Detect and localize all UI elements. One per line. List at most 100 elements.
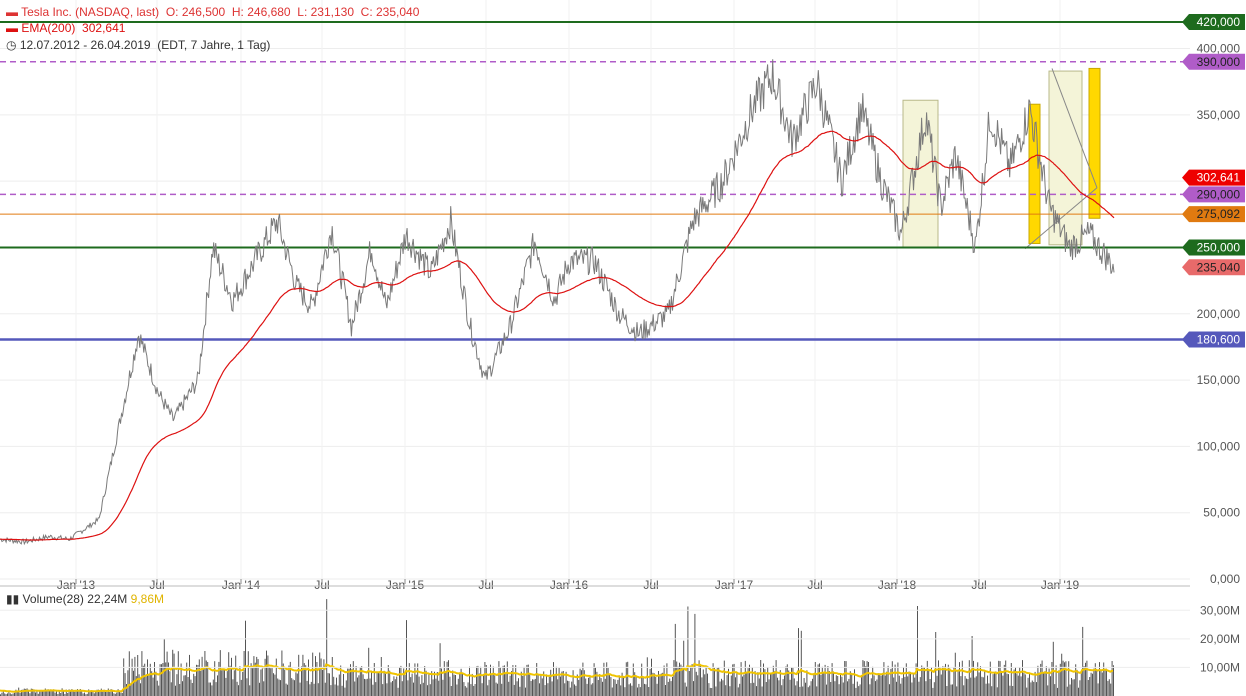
volume-bar: [662, 672, 664, 696]
volume-bar: [8, 691, 10, 696]
volume-bar: [574, 684, 575, 696]
volume-bar: [288, 665, 290, 696]
volume-bar: [169, 671, 171, 696]
volume-bar: [908, 671, 910, 696]
volume-bar: [106, 692, 108, 696]
volume-bar: [1078, 687, 1079, 696]
volume-bar: [495, 682, 497, 696]
volume-bar: [155, 671, 157, 696]
volume-bar: [882, 673, 883, 696]
volume-bar: [403, 668, 405, 696]
date-range: 12.07.2012 - 26.04.2019: [19, 38, 151, 52]
volume-bar: [238, 685, 239, 696]
volume-bar: [315, 656, 316, 696]
volume-bar: [232, 679, 234, 696]
volume-bar: [425, 670, 427, 696]
volume-bar: [560, 676, 561, 696]
volume-bar: [397, 687, 399, 696]
volume-bar: [547, 683, 549, 696]
volume-bar: [147, 659, 148, 696]
volume-bar: [1113, 665, 1114, 696]
volume-bar: [1108, 679, 1110, 696]
volume-bar: [1080, 672, 1082, 696]
volume-bar: [63, 690, 64, 696]
volume-bar: [590, 684, 592, 696]
volume-bar: [326, 599, 328, 696]
volume-bar: [992, 674, 994, 696]
volume-bar: [823, 672, 825, 696]
volume-bar: [845, 661, 847, 696]
volume-bar: [1106, 668, 1107, 696]
volume-bar: [179, 684, 181, 696]
volume-tick-label: 30,00M: [1200, 603, 1240, 617]
volume-bar: [123, 658, 125, 696]
volume-bar: [830, 682, 832, 696]
volume-bar: [586, 683, 588, 696]
volume-bar: [467, 682, 469, 696]
volume-bar: [224, 669, 225, 696]
volume-bar: [431, 671, 433, 696]
level-badge: [1182, 239, 1245, 256]
volume-bar: [933, 682, 935, 696]
level-value: 180,600: [1197, 332, 1241, 346]
volume-bar: [385, 673, 386, 696]
volume-bar: [1086, 660, 1088, 696]
volume-bar: [770, 673, 771, 696]
volume-bar: [152, 677, 154, 696]
volume-bar: [963, 685, 965, 696]
volume-bar: [109, 692, 111, 696]
horizontal-levels: [0, 21, 1190, 341]
volume-bar: [159, 664, 161, 696]
pattern-boxes: [902, 67, 1101, 250]
volume-bar: [1015, 667, 1016, 696]
volume-bar: [259, 682, 260, 696]
volume-bar: [1017, 675, 1019, 696]
volume-bar: [292, 679, 294, 696]
volume-bar: [665, 685, 666, 696]
volume-bar: [914, 677, 916, 696]
volume-bar: [1043, 672, 1044, 696]
volume-bar: [526, 664, 528, 696]
volume-bar: [718, 667, 720, 696]
volume-bar: [208, 682, 210, 696]
volume-bar: [214, 661, 216, 696]
volume-bar: [50, 689, 52, 696]
volume-bar: [197, 665, 199, 696]
volume-bar: [1033, 681, 1035, 696]
volume-bar: [870, 678, 872, 696]
volume-bar: [355, 666, 357, 696]
volume-bar: [57, 694, 59, 696]
volume-bar: [600, 678, 602, 696]
volume-bar: [470, 684, 472, 696]
volume-bar: [1082, 626, 1084, 696]
volume-bar: [196, 664, 197, 696]
volume-bar: [712, 663, 714, 696]
volume-bar: [929, 679, 931, 696]
volume-bar: [504, 665, 505, 696]
ema-series-line: [0, 130, 1115, 541]
volume-bar: [673, 660, 675, 696]
volume-bar: [182, 681, 183, 696]
volume-bar: [415, 674, 417, 696]
volume-bar: [15, 689, 17, 696]
volume-bar: [207, 662, 209, 696]
volume-bar: [959, 662, 960, 696]
volume-bar: [36, 690, 38, 696]
volume-bar: [233, 670, 235, 696]
volume-bar: [1029, 673, 1030, 696]
volume-bar: [877, 673, 879, 696]
volume-bar: [737, 687, 739, 696]
volume-bar: [975, 676, 977, 696]
volume-bar: [735, 677, 736, 696]
volume-bar: [183, 675, 185, 696]
volume-bar: [156, 680, 158, 696]
volume-bar: [449, 676, 451, 696]
volume-bar: [284, 669, 286, 696]
volume-bar: [168, 662, 169, 696]
volume-bar: [715, 686, 717, 696]
volume-bar: [865, 666, 867, 696]
volume-bar: [862, 660, 864, 696]
volume-bar: [707, 673, 708, 696]
volume-bar: [12, 693, 14, 696]
volume-bar: [667, 681, 669, 696]
